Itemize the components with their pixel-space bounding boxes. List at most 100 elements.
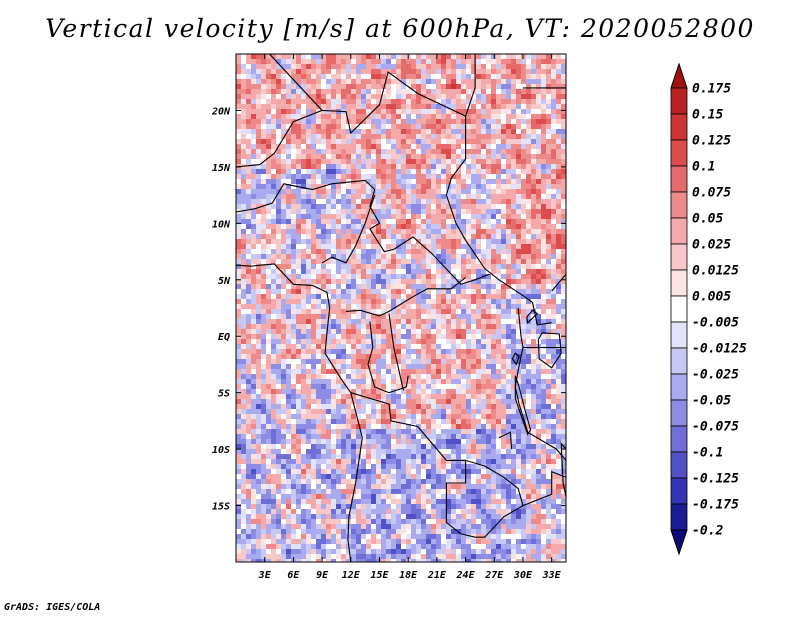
field-cell [256, 54, 262, 60]
field-cell [336, 414, 342, 420]
field-cell [341, 229, 347, 235]
field-cell [401, 259, 407, 265]
field-cell [486, 294, 492, 300]
field-cell [261, 94, 267, 100]
field-cell [401, 119, 407, 125]
field-cell [366, 204, 372, 210]
field-cell [351, 234, 357, 240]
field-cell [501, 379, 507, 385]
field-cell [501, 349, 507, 355]
field-cell [456, 284, 462, 290]
field-cell [471, 254, 477, 260]
field-cell [426, 379, 432, 385]
field-cell [521, 414, 527, 420]
field-cell [556, 269, 562, 275]
field-cell [331, 159, 337, 165]
field-cell [471, 274, 477, 280]
field-cell [251, 109, 257, 115]
field-cell [331, 209, 337, 215]
field-cell [436, 139, 442, 145]
field-cell [316, 214, 322, 220]
field-cell [556, 334, 562, 340]
field-cell [361, 114, 367, 120]
field-cell [251, 334, 257, 340]
field-cell [306, 164, 312, 170]
field-cell [236, 229, 242, 235]
field-cell [366, 189, 372, 195]
field-cell [401, 364, 407, 370]
field-cell [506, 319, 512, 325]
field-cell [486, 234, 492, 240]
field-cell [531, 404, 537, 410]
field-cell [381, 74, 387, 80]
field-cell [506, 409, 512, 415]
field-cell [516, 339, 522, 345]
field-cell [246, 294, 252, 300]
field-cell [241, 94, 247, 100]
field-cell [241, 99, 247, 105]
field-cell [536, 289, 542, 295]
field-cell [296, 279, 302, 285]
field-cell [306, 109, 312, 115]
field-cell [361, 74, 367, 80]
field-cell [336, 234, 342, 240]
field-cell [311, 344, 317, 350]
field-cell [241, 254, 247, 260]
field-cell [516, 424, 522, 430]
field-cell [486, 284, 492, 290]
field-cell [236, 159, 242, 165]
field-cell [286, 419, 292, 425]
field-cell [261, 79, 267, 85]
field-cell [276, 419, 282, 425]
field-cell [236, 349, 242, 355]
field-cell [431, 174, 437, 180]
field-cell [386, 94, 392, 100]
field-cell [406, 79, 412, 85]
field-cell [471, 389, 477, 395]
field-cell [366, 199, 372, 205]
field-cell [406, 204, 412, 210]
field-cell [416, 344, 422, 350]
field-cell [456, 269, 462, 275]
field-cell [446, 69, 452, 75]
field-cell [381, 314, 387, 320]
field-cell [526, 344, 532, 350]
field-cell [316, 354, 322, 360]
field-cell [406, 149, 412, 155]
field-cell [341, 214, 347, 220]
field-cell [361, 369, 367, 375]
field-cell [456, 189, 462, 195]
field-cell [496, 374, 502, 380]
field-cell [316, 199, 322, 205]
field-cell [276, 169, 282, 175]
field-cell [291, 154, 297, 160]
field-cell [341, 139, 347, 145]
field-cell [371, 349, 377, 355]
field-cell [466, 169, 472, 175]
field-cell [246, 404, 252, 410]
field-cell [546, 254, 552, 260]
field-cell [511, 139, 517, 145]
field-cell [301, 259, 307, 265]
field-cell [561, 294, 566, 300]
field-cell [501, 224, 507, 230]
field-cell [346, 239, 352, 245]
field-cell [521, 219, 527, 225]
field-cell [331, 359, 337, 365]
field-cell [521, 179, 527, 185]
field-cell [491, 359, 497, 365]
field-cell [326, 269, 332, 275]
field-cell [281, 84, 287, 90]
field-cell [331, 289, 337, 295]
field-cell [406, 274, 412, 280]
field-cell [251, 84, 257, 90]
field-cell [511, 394, 517, 400]
field-cell [456, 424, 462, 430]
field-cell [366, 249, 372, 255]
field-cell [356, 349, 362, 355]
field-cell [486, 399, 492, 405]
field-cell [346, 54, 352, 60]
field-cell [486, 194, 492, 200]
field-cell [496, 189, 502, 195]
field-cell [321, 54, 327, 60]
